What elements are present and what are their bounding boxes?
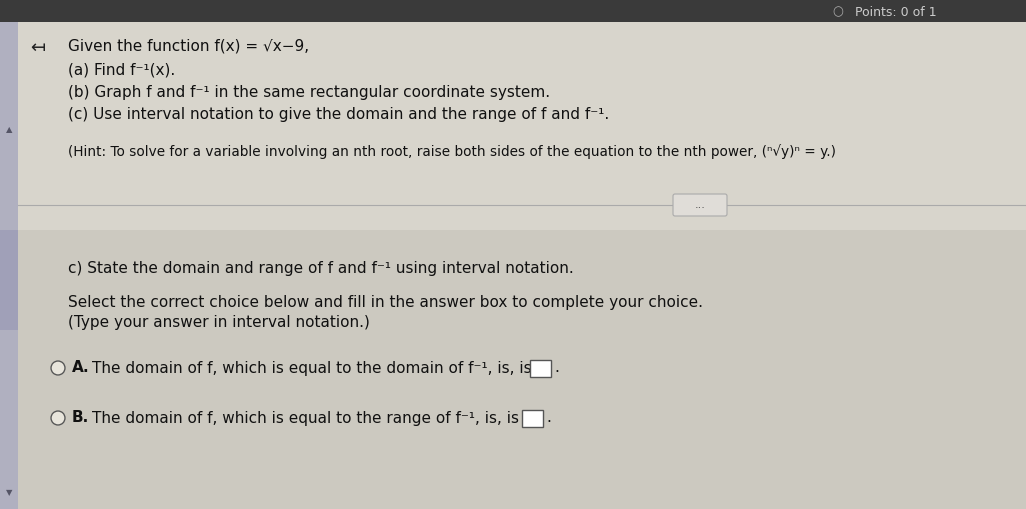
Text: ▼: ▼: [6, 489, 12, 497]
Circle shape: [51, 411, 65, 425]
FancyBboxPatch shape: [18, 230, 1026, 509]
Text: (a) Find f⁻¹(x).: (a) Find f⁻¹(x).: [68, 63, 175, 77]
Text: (b) Graph f and f⁻¹ in the same rectangular coordinate system.: (b) Graph f and f⁻¹ in the same rectangu…: [68, 84, 550, 99]
Text: ↤: ↤: [30, 39, 45, 57]
Text: .: .: [546, 410, 551, 426]
Text: Points: 0 of 1: Points: 0 of 1: [855, 6, 937, 18]
Text: Select the correct choice below and fill in the answer box to complete your choi: Select the correct choice below and fill…: [68, 295, 703, 309]
FancyBboxPatch shape: [0, 0, 1026, 22]
FancyBboxPatch shape: [18, 22, 1026, 230]
FancyBboxPatch shape: [0, 230, 18, 330]
Text: ○: ○: [832, 6, 843, 18]
Text: ▲: ▲: [6, 126, 12, 134]
Text: The domain of f, which is equal to the domain of f⁻¹, is, is: The domain of f, which is equal to the d…: [92, 360, 531, 376]
Text: (c) Use interval notation to give the domain and the range of f and f⁻¹.: (c) Use interval notation to give the do…: [68, 106, 609, 122]
Text: A.: A.: [72, 360, 89, 376]
Text: .: .: [554, 360, 559, 376]
FancyBboxPatch shape: [521, 410, 543, 427]
FancyBboxPatch shape: [0, 22, 18, 509]
Text: ...: ...: [695, 200, 706, 210]
Text: The domain of f, which is equal to the range of f⁻¹, is, is: The domain of f, which is equal to the r…: [92, 410, 519, 426]
Text: Given the function f(x) = √x−9,: Given the function f(x) = √x−9,: [68, 39, 309, 53]
Text: c) State the domain and range of f and f⁻¹ using interval notation.: c) State the domain and range of f and f…: [68, 261, 574, 275]
Circle shape: [51, 361, 65, 375]
Text: (Type your answer in interval notation.): (Type your answer in interval notation.): [68, 315, 370, 329]
Text: (Hint: To solve for a variable involving an nth root, raise both sides of the eq: (Hint: To solve for a variable involving…: [68, 145, 836, 159]
FancyBboxPatch shape: [529, 359, 551, 377]
FancyBboxPatch shape: [673, 194, 727, 216]
Text: B.: B.: [72, 410, 89, 426]
